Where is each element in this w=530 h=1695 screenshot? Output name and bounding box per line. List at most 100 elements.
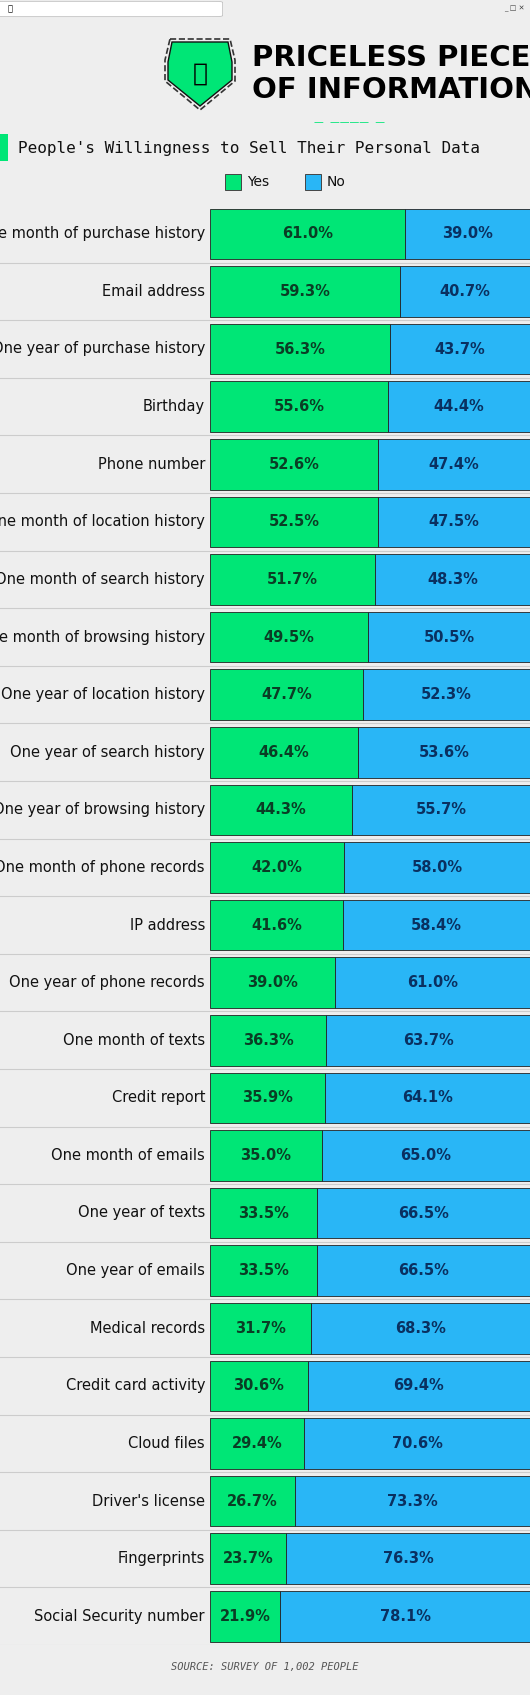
Text: Social Security number: Social Security number [34, 1609, 205, 1624]
Bar [322, 1131, 530, 1181]
Text: 46.4%: 46.4% [259, 744, 310, 759]
Text: 30.6%: 30.6% [234, 1378, 285, 1393]
Text: Yes: Yes [247, 175, 269, 190]
Text: Medical records: Medical records [90, 1320, 205, 1336]
Text: Phone number: Phone number [98, 456, 205, 471]
Bar [352, 785, 530, 836]
Text: 47.7%: 47.7% [261, 686, 312, 702]
Bar [210, 958, 335, 1009]
Bar [0, 134, 8, 161]
Text: 56.3%: 56.3% [275, 341, 325, 356]
Text: One year of search history: One year of search history [10, 744, 205, 759]
Text: 58.0%: 58.0% [412, 859, 463, 875]
Bar [210, 785, 352, 836]
Bar [210, 1534, 286, 1583]
Bar [308, 1361, 530, 1412]
Bar [210, 554, 375, 605]
Bar [210, 1015, 326, 1066]
Bar [312, 1303, 530, 1354]
Text: 78.1%: 78.1% [379, 1609, 430, 1624]
Text: No: No [327, 175, 346, 190]
Text: 33.5%: 33.5% [238, 1205, 289, 1220]
Bar [317, 1246, 530, 1297]
Text: 76.3%: 76.3% [383, 1551, 434, 1566]
Bar [210, 900, 343, 951]
Text: 51.7%: 51.7% [267, 571, 318, 586]
Text: 58.4%: 58.4% [411, 917, 462, 932]
FancyBboxPatch shape [0, 2, 223, 17]
Text: 49.5%: 49.5% [264, 629, 315, 644]
Text: 47.5%: 47.5% [429, 514, 480, 529]
Text: One year of browsing history: One year of browsing history [0, 802, 205, 817]
Text: Fingerprints: Fingerprints [118, 1551, 205, 1566]
Text: 70.6%: 70.6% [392, 1436, 443, 1451]
Text: PRICELESS PIECES: PRICELESS PIECES [252, 44, 530, 71]
Text: One month of texts: One month of texts [63, 1032, 205, 1048]
Text: People's Willingness to Sell Their Personal Data: People's Willingness to Sell Their Perso… [18, 141, 480, 156]
Text: One month of emails: One month of emails [51, 1148, 205, 1163]
Text: _ □ ✕: _ □ ✕ [504, 5, 525, 12]
Text: 42.0%: 42.0% [252, 859, 303, 875]
Text: 65.0%: 65.0% [401, 1148, 452, 1163]
Bar [210, 612, 368, 663]
Bar [210, 1303, 312, 1354]
Text: 52.5%: 52.5% [269, 514, 320, 529]
Text: 55.6%: 55.6% [273, 398, 324, 414]
Bar [375, 554, 530, 605]
Text: One month of browsing history: One month of browsing history [0, 629, 205, 644]
Text: 36.3%: 36.3% [243, 1032, 294, 1048]
Bar [210, 1592, 280, 1641]
Text: 66.5%: 66.5% [398, 1263, 449, 1278]
Text: SOURCE: SURVEY OF 1,002 PEOPLE: SOURCE: SURVEY OF 1,002 PEOPLE [171, 1663, 359, 1671]
Bar [280, 1592, 530, 1641]
Text: 55.7%: 55.7% [416, 802, 466, 817]
Text: 73.3%: 73.3% [387, 1493, 438, 1509]
Bar [363, 670, 530, 720]
Text: IP address: IP address [130, 917, 205, 932]
Bar [210, 670, 363, 720]
Text: 29.4%: 29.4% [232, 1436, 282, 1451]
Text: One month of location history: One month of location history [0, 514, 205, 529]
Text: 🕐: 🕐 [192, 63, 208, 86]
Text: 68.3%: 68.3% [395, 1320, 446, 1336]
PathPatch shape [168, 42, 232, 107]
Text: Birthday: Birthday [143, 398, 205, 414]
Bar [358, 727, 530, 778]
Bar [210, 727, 358, 778]
Text: 33.5%: 33.5% [238, 1263, 289, 1278]
Text: 35.9%: 35.9% [242, 1090, 293, 1105]
Bar [368, 612, 530, 663]
Text: One year of purchase history: One year of purchase history [0, 341, 205, 356]
Text: 39.0%: 39.0% [247, 975, 298, 990]
Bar [210, 324, 390, 375]
Text: 63.7%: 63.7% [403, 1032, 454, 1048]
Text: 52.6%: 52.6% [269, 456, 320, 471]
Text: 47.4%: 47.4% [429, 456, 480, 471]
Text: One year of location history: One year of location history [1, 686, 205, 702]
Bar [210, 1476, 295, 1526]
Bar [304, 1419, 530, 1468]
Text: 40.7%: 40.7% [439, 283, 490, 298]
Bar [388, 381, 530, 432]
Text: Cloud files: Cloud files [128, 1436, 205, 1451]
Text: 44.3%: 44.3% [255, 802, 306, 817]
Bar [378, 439, 530, 490]
Text: Credit card activity: Credit card activity [66, 1378, 205, 1393]
Text: Email address: Email address [102, 283, 205, 298]
Text: 35.0%: 35.0% [241, 1148, 292, 1163]
Text: One year of emails: One year of emails [66, 1263, 205, 1278]
Bar [210, 1131, 322, 1181]
Text: One year of phone records: One year of phone records [10, 975, 205, 990]
Text: 52.3%: 52.3% [421, 686, 472, 702]
Text: 43.7%: 43.7% [435, 341, 485, 356]
Text: 23.7%: 23.7% [223, 1551, 273, 1566]
Bar [210, 381, 388, 432]
Bar [210, 1419, 304, 1468]
Text: One month of purchase history: One month of purchase history [0, 227, 205, 241]
Bar [335, 958, 530, 1009]
Bar [210, 439, 378, 490]
Text: One month of search history: One month of search history [0, 571, 205, 586]
Bar [305, 175, 321, 190]
Text: 48.3%: 48.3% [427, 571, 478, 586]
Bar [210, 1073, 325, 1124]
